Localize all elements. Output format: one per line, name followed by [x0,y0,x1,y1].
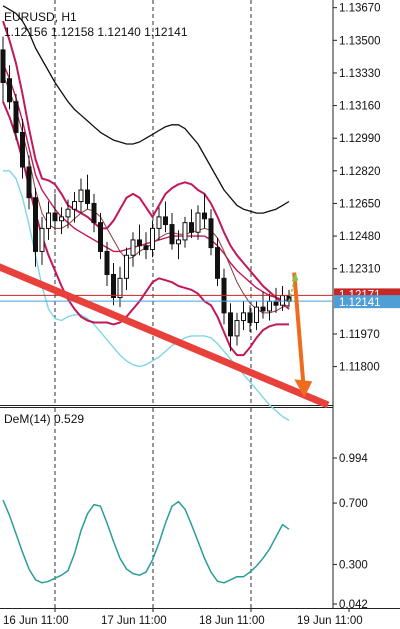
vertical-grid [54,0,252,608]
candle-body [137,239,142,247]
candle-body [202,212,207,220]
candle-body [215,247,220,279]
candle-body [169,224,175,245]
price-tick-label: 1.11800 [339,362,380,374]
candle-body [72,201,77,210]
price-tick-label: 1.13330 [339,68,381,80]
indicator-plot-area [0,407,333,608]
up-arrow-head [291,273,299,282]
axis-labels: 1.13670 1.13500 1.13330 1.13160 1.12990 1.128… [3,3,381,627]
candle-body [156,216,162,229]
price-tick-label: 1.12310 [339,264,381,276]
candle-body [260,306,266,312]
price-tick-label: 1.13500 [339,35,381,47]
candle-body [234,320,240,337]
chart-symbol-title: EURUSD, H1 [4,10,77,24]
support-trendline [0,263,330,409]
dem-tick-label: 0.994 [339,453,368,465]
dem-tick-label: 0.700 [339,498,368,510]
price-tick-label: 1.12650 [339,198,381,210]
candle-body [130,239,136,256]
candle-body [254,306,259,323]
bollinger-upper [2,20,290,310]
candle-body [124,254,129,279]
dem-indicator-label: DeM(14) 0.529 [4,412,84,426]
candle-body [20,131,25,168]
price-tick-label: 1.13160 [339,101,381,113]
candle-body [150,227,155,251]
candle-body [59,216,64,222]
candle-body [182,222,188,241]
candle-body [280,295,285,306]
candle-body [7,78,12,103]
annotations [0,263,330,409]
price-tick-label: 1.12820 [339,166,381,178]
candle-body [143,245,149,251]
candle-body [78,189,84,203]
candles [0,36,292,352]
candle-body [267,300,272,312]
candle-body [228,312,233,337]
up-arrow-shaft [288,280,296,302]
candle-body [26,166,32,199]
candle-body [0,49,6,84]
bollinger-lower [2,101,289,357]
dem-tick-label: 0.300 [339,559,368,571]
candle-body [52,212,58,222]
candle-body [104,250,110,275]
dem-line [2,499,290,584]
time-tick-label: 16 Jun 11:00 [3,615,69,627]
down-arrow-shaft [292,272,306,384]
price-tick-label: 1.13670 [339,3,381,15]
dem-tick-label: 0.042 [339,599,368,611]
time-tick-label: 19 Jun 11:00 [297,615,363,627]
candle-body [39,227,45,252]
candle-body [33,197,38,252]
candle-body [208,218,214,249]
candle-body [13,101,19,133]
time-tick-label: 17 Jun 11:00 [101,615,167,627]
candle-body [85,189,90,204]
dem-series [2,499,290,584]
candle-body [247,312,253,323]
price-tick-label: 1.12990 [339,133,381,145]
candle-body [65,208,71,218]
candle-body [111,273,116,299]
candle-body [241,312,246,322]
current-price-label: 1.12141 [339,297,381,309]
price-tick-label: 1.11970 [339,329,380,341]
candle-body [98,222,103,252]
candle-body [46,212,51,229]
down-arrow-head [294,379,313,398]
candle-body [176,239,181,245]
candle-body [91,202,97,224]
candle-body [117,277,123,299]
candle-body [163,216,168,226]
price-tick-label: 1.12480 [339,231,381,243]
price-levels: 1.121711.12141 [0,288,400,309]
candle-body [189,222,194,233]
candle-body [273,300,279,306]
ma-black-line [2,5,290,214]
chart-ohlc-values: 1.12156 1.12158 1.12140 1.12141 [4,25,188,39]
candle-body [195,212,201,233]
time-tick-label: 18 Jun 11:00 [199,615,265,627]
current-price-tag [334,295,400,309]
